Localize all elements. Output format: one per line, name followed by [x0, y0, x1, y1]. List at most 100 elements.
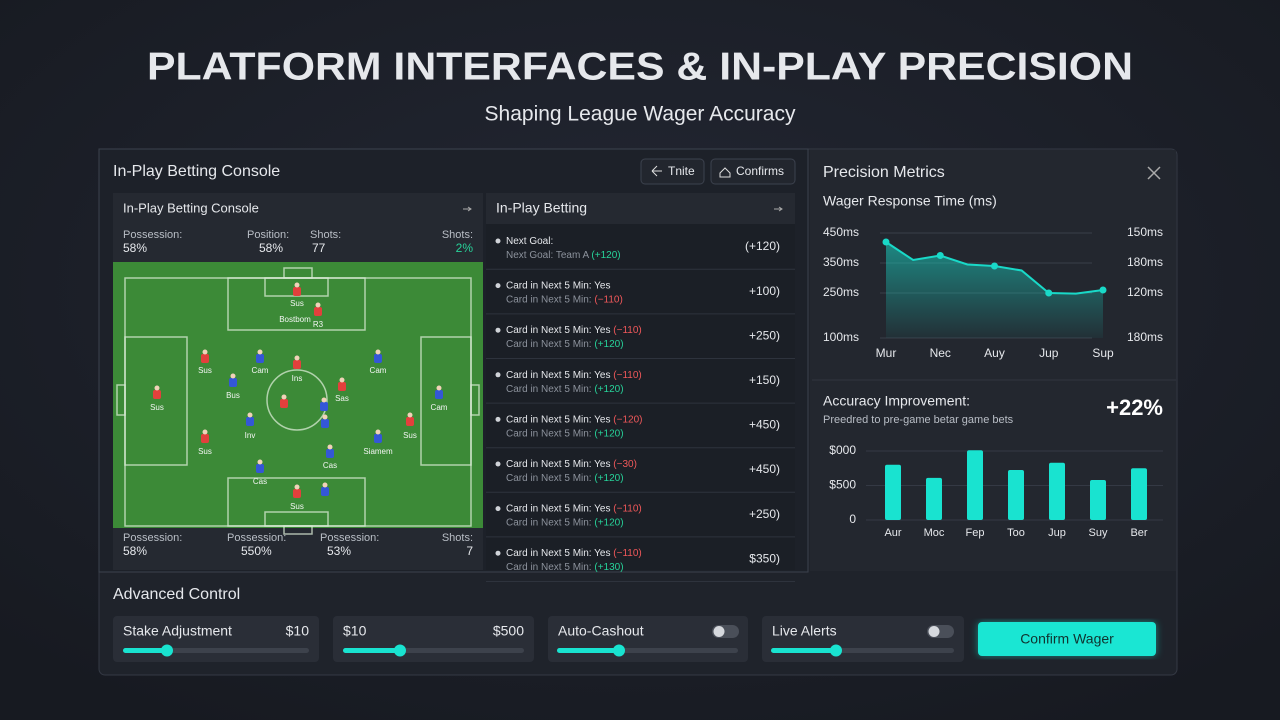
bet-tag: (+120) — [591, 250, 620, 261]
bet-detail-text: Card in Next 5 Min: — [506, 383, 592, 394]
bet-detail: Card in Next 5 Min: (+120) — [506, 428, 624, 439]
bar — [1008, 469, 1024, 520]
bet-odds[interactable]: $350) — [749, 551, 780, 565]
player-head — [327, 444, 333, 450]
bet-market-text: Next Goal: — [506, 236, 553, 247]
row-bullet — [495, 372, 501, 378]
row-bullet — [495, 461, 501, 467]
player — [256, 464, 264, 473]
bet-tag: (−110) — [613, 325, 641, 336]
row-bullet — [495, 283, 501, 289]
bet-tag: (+120) — [594, 428, 623, 439]
y-tick-label: $500 — [829, 478, 856, 492]
button[interactable] — [640, 158, 705, 185]
pitch-lines — [116, 267, 480, 535]
row-bullet — [495, 416, 501, 422]
stat-label: Possession: — [123, 532, 182, 544]
bet-detail-text: Card in Next 5 Min: — [506, 473, 592, 484]
control-label: Auto-Cashout — [558, 623, 644, 639]
stat-value: 58% — [259, 241, 283, 255]
confirm-button[interactable] — [978, 622, 1156, 656]
control-box[interactable] — [333, 616, 534, 662]
bet-market-text: Card in Next 5 Min: Yes — [506, 369, 611, 380]
bet-tag: (−110) — [613, 548, 641, 559]
player — [293, 360, 301, 369]
player-label: Inv — [245, 431, 256, 440]
player-head — [247, 412, 253, 418]
bet-tag: (−120) — [613, 414, 642, 425]
player-head — [375, 349, 381, 355]
bar — [1049, 462, 1065, 520]
stat-label: Shots: — [442, 229, 473, 241]
row-bullet — [495, 327, 501, 333]
button-label[interactable]: Tnite — [668, 164, 695, 178]
control-label: Stake Adjustment — [123, 623, 232, 639]
bar — [967, 450, 983, 520]
chart-title: Accuracy Improvement: — [823, 393, 970, 409]
player-head — [294, 282, 300, 288]
player-head — [322, 414, 328, 420]
controls-title: Advanced Control — [113, 586, 240, 603]
stat-label: Position: — [247, 229, 289, 241]
player-head — [202, 429, 208, 435]
stat-value: 58% — [123, 544, 147, 558]
player-label: Cam — [252, 366, 269, 375]
stat-label: Possession: — [123, 229, 182, 241]
icon — [719, 167, 731, 178]
stat-value: 550% — [241, 544, 272, 558]
bet-odds[interactable]: (+120) — [745, 239, 780, 253]
x-tick-label: Jup — [1039, 346, 1059, 360]
bet-detail: Card in Next 5 Min: (+120) — [506, 339, 624, 350]
y2-label: 180ms — [1127, 255, 1163, 269]
console-title: In-Play Betting Console — [113, 163, 280, 180]
y-tick-label: 0 — [849, 512, 856, 526]
row-bullet — [495, 550, 501, 556]
bet-odds[interactable]: +250) — [749, 507, 780, 521]
bet-detail: Card in Next 5 Min: (+120) — [506, 473, 624, 484]
bet-detail-text: Card in Next 5 Min: — [506, 562, 592, 573]
button-label[interactable]: Confirms — [736, 164, 784, 178]
control-box[interactable] — [548, 616, 748, 662]
bet-odds[interactable]: +100) — [749, 284, 780, 298]
stat-value: 77 — [312, 241, 326, 255]
stat-value: 7 — [466, 544, 473, 558]
x-tick-label: Fep — [966, 527, 985, 539]
player-label: Sus — [403, 431, 417, 440]
bet-tag: (−30) — [613, 459, 637, 470]
bet-detail: Card in Next 5 Min: (+130) — [506, 562, 624, 573]
bet-odds[interactable]: +150) — [749, 373, 780, 387]
confirm-button-label[interactable]: Confirm Wager — [1020, 631, 1114, 647]
bet-market: Card in Next 5 Min: Yes (−110) — [506, 369, 642, 380]
player-head — [281, 394, 287, 400]
bet-odds[interactable]: +450) — [749, 418, 780, 432]
match-title: In-Play Betting Console — [123, 200, 259, 215]
control-box[interactable] — [113, 616, 319, 662]
player — [229, 378, 237, 387]
control-box[interactable] — [762, 616, 964, 662]
bet-odds[interactable]: +250) — [749, 328, 780, 342]
bet-tag: (−110) — [613, 503, 641, 514]
bet-odds[interactable]: +450) — [749, 462, 780, 476]
player-head — [257, 459, 263, 465]
bet-market-text: Card in Next 5 Min: Yes — [506, 325, 611, 336]
bet-detail: Next Goal: Team A (+120) — [506, 250, 621, 261]
player-head — [230, 373, 236, 379]
player — [406, 417, 414, 426]
player — [293, 287, 301, 296]
player-head — [322, 482, 328, 488]
close-icon[interactable] — [1147, 166, 1161, 180]
icon — [651, 165, 662, 177]
x-tick-label: Mur — [876, 346, 897, 360]
chart-annotation: +22% — [1106, 395, 1163, 420]
button[interactable] — [710, 158, 796, 185]
player-label: Cas — [323, 461, 337, 470]
x-tick-label: Moc — [924, 527, 945, 539]
x-tick-label: Sup — [1092, 346, 1114, 360]
player-label: Sus — [150, 403, 164, 412]
icon — [774, 206, 783, 212]
control-label: $10 — [343, 623, 367, 639]
line-area — [886, 242, 1103, 338]
page-title: PLATFORM INTERFACES & IN-PLAY PRECISION — [147, 45, 1133, 88]
